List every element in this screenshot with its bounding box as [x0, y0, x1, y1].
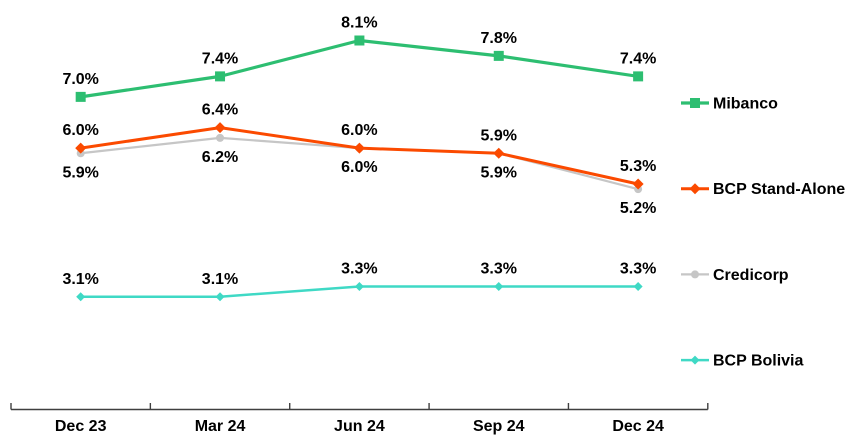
marker-mibanco-3: [493, 50, 504, 61]
marker-mibanco-4: [633, 71, 644, 82]
data-label-mibanco-1: 7.4%: [202, 50, 238, 67]
legend-item-bcp-stand-alone: BCP Stand-Alone: [681, 181, 845, 198]
data-label-bcp-stand-alone-3: 5.9%: [481, 127, 517, 144]
legend-marker-bcp-stand-alone: [689, 183, 701, 195]
marker-bcp-stand-alone-0: [75, 142, 87, 154]
x-axis-label-mar-24: Mar 24: [195, 418, 246, 435]
data-label-credicorp-2: 6.0%: [341, 159, 377, 176]
data-label-bcp-bolivia-4: 3.3%: [620, 261, 656, 278]
data-label-mibanco-3: 7.8%: [481, 30, 517, 47]
marker-credicorp-1: [216, 133, 225, 142]
marker-bcp-bolivia-2: [354, 282, 364, 291]
x-axis-label-jun-24: Jun 24: [334, 418, 385, 435]
legend-label-credicorp: Credicorp: [713, 267, 789, 284]
marker-bcp-stand-alone-4: [632, 178, 644, 190]
marker-mibanco-2: [354, 35, 365, 46]
marker-bcp-stand-alone-3: [493, 147, 505, 159]
data-label-bcp-bolivia-0: 3.1%: [62, 271, 98, 288]
data-label-credicorp-4: 5.2%: [620, 200, 656, 217]
data-label-bcp-stand-alone-2: 6.0%: [341, 122, 377, 139]
marker-bcp-bolivia-0: [76, 292, 86, 302]
marker-mibanco-1: [215, 71, 226, 82]
marker-bcp-bolivia-4: [633, 282, 643, 291]
data-label-bcp-bolivia-1: 3.1%: [202, 271, 238, 288]
data-label-mibanco-0: 7.0%: [62, 71, 98, 88]
x-axis-label-sep-24: Sep 24: [473, 418, 525, 435]
series-line-mibanco: [79, 38, 640, 99]
legend-marker-mibanco: [690, 98, 700, 108]
marker-bcp-bolivia-1: [215, 292, 225, 302]
legend-label-bcp-stand-alone: BCP Stand-Alone: [713, 181, 845, 198]
data-label-bcp-bolivia-3: 3.3%: [481, 261, 517, 278]
data-label-bcp-stand-alone-1: 6.4%: [202, 102, 238, 119]
marker-bcp-bolivia-3: [494, 282, 504, 291]
data-label-mibanco-2: 8.1%: [341, 15, 377, 32]
x-axis-label-dec-23: Dec 23: [55, 418, 107, 435]
data-label-bcp-stand-alone-4: 5.3%: [620, 158, 656, 175]
marker-mibanco-0: [75, 91, 86, 102]
data-label-credicorp-3: 5.9%: [481, 164, 517, 181]
legend-item-bcp-bolivia: BCP Bolivia: [681, 353, 804, 370]
data-label-bcp-bolivia-2: 3.3%: [341, 261, 377, 278]
legend-label-bcp-bolivia: BCP Bolivia: [713, 353, 804, 370]
data-label-bcp-stand-alone-0: 6.0%: [62, 122, 98, 139]
x-axis-label-dec-24: Dec 24: [612, 418, 664, 435]
legend-label-mibanco: Mibanco: [713, 96, 778, 113]
legend-item-mibanco: Mibanco: [681, 96, 778, 113]
legend-marker-credicorp: [691, 270, 699, 279]
data-label-credicorp-1: 6.2%: [202, 149, 238, 166]
marker-bcp-stand-alone-1: [214, 122, 226, 134]
legend-marker-bcp-bolivia: [690, 355, 700, 365]
marker-bcp-stand-alone-2: [353, 142, 365, 154]
legend-item-credicorp: Credicorp: [681, 267, 789, 284]
data-label-mibanco-4: 7.4%: [620, 50, 656, 67]
data-label-credicorp-0: 5.9%: [62, 164, 98, 181]
